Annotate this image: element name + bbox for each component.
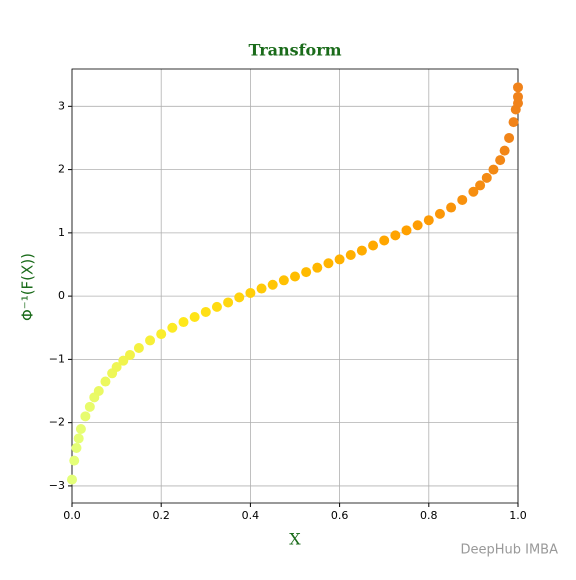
- point: [301, 267, 312, 278]
- point: [475, 180, 486, 191]
- point: [356, 245, 367, 256]
- point: [124, 349, 135, 360]
- point: [267, 279, 278, 290]
- y-tick-label: 2: [58, 163, 65, 176]
- point: [334, 254, 345, 265]
- y-axis-label: Φ⁻¹(F(X)): [19, 253, 37, 321]
- point: [446, 202, 457, 213]
- point: [234, 292, 245, 303]
- point: [379, 235, 390, 246]
- x-tick-label: 0.6: [331, 509, 349, 522]
- y-tick-label: −1: [49, 352, 65, 365]
- point: [71, 442, 82, 453]
- point: [80, 411, 91, 422]
- point: [111, 361, 122, 372]
- point: [290, 271, 300, 282]
- y-tick-label: 3: [58, 99, 65, 112]
- point: [73, 433, 84, 444]
- x-tick-label: 0.4: [242, 509, 260, 522]
- point: [481, 172, 492, 183]
- point: [499, 145, 510, 156]
- point: [495, 155, 506, 166]
- point: [200, 306, 211, 317]
- x-tick-label: 0.2: [152, 509, 170, 522]
- x-tick-label: 0.8: [420, 509, 438, 522]
- point: [434, 208, 445, 219]
- point: [468, 186, 479, 197]
- point: [84, 401, 95, 412]
- x-tick-label: 0.0: [63, 509, 81, 522]
- point: [412, 220, 423, 231]
- y-tick-label: 1: [58, 226, 65, 239]
- point: [211, 301, 222, 312]
- point: [133, 343, 144, 353]
- x-axis-label: X: [289, 530, 301, 549]
- point: [504, 132, 515, 143]
- chart-title: Transform: [248, 41, 341, 60]
- point: [457, 194, 468, 205]
- point: [75, 423, 86, 434]
- point: [368, 240, 379, 251]
- point: [69, 455, 80, 466]
- y-tick-label: −2: [49, 416, 65, 429]
- point: [167, 322, 178, 333]
- point: [67, 474, 77, 485]
- point: [423, 215, 434, 226]
- point: [390, 230, 401, 241]
- point: [118, 355, 129, 366]
- plot-frame: [71, 68, 519, 504]
- point: [401, 225, 412, 236]
- y-tick-label: −3: [49, 479, 65, 492]
- y-tick-label: 0: [58, 289, 65, 302]
- point: [156, 329, 167, 340]
- point: [488, 164, 499, 175]
- point: [100, 376, 111, 387]
- point: [312, 262, 323, 273]
- point: [189, 312, 200, 322]
- point: [278, 275, 289, 286]
- point: [223, 297, 234, 308]
- x-tick-label: 1.0: [509, 509, 527, 522]
- point: [513, 91, 523, 102]
- point: [93, 386, 104, 397]
- point: [345, 250, 356, 260]
- point: [245, 287, 256, 298]
- point: [508, 117, 519, 128]
- point: [513, 82, 523, 93]
- point: [256, 283, 267, 294]
- point: [178, 317, 189, 328]
- point: [323, 258, 334, 269]
- watermark: DeepHub IMBA: [460, 543, 558, 558]
- point: [145, 335, 156, 346]
